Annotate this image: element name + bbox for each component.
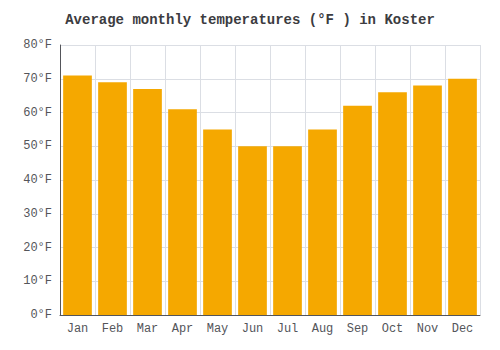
svg-text:70°F: 70°F	[23, 72, 52, 86]
svg-text:Jun: Jun	[242, 322, 264, 336]
svg-text:Jul: Jul	[277, 322, 299, 336]
svg-text:Dec: Dec	[452, 322, 474, 336]
svg-text:10°F: 10°F	[23, 274, 52, 288]
svg-text:50°F: 50°F	[23, 139, 52, 153]
svg-text:20°F: 20°F	[23, 241, 52, 255]
svg-text:40°F: 40°F	[23, 173, 52, 187]
svg-text:Apr: Apr	[172, 322, 194, 336]
svg-text:Aug: Aug	[312, 322, 334, 336]
svg-text:80°F: 80°F	[23, 38, 52, 52]
svg-text:30°F: 30°F	[23, 207, 52, 221]
svg-text:Jan: Jan	[67, 322, 89, 336]
svg-text:60°F: 60°F	[23, 106, 52, 120]
svg-text:Feb: Feb	[102, 322, 124, 336]
svg-text:Oct: Oct	[382, 322, 404, 336]
svg-text:May: May	[207, 322, 229, 336]
svg-text:0°F: 0°F	[30, 308, 52, 322]
svg-text:Average monthly temperatures (: Average monthly temperatures (°F ) in Ko…	[65, 12, 435, 28]
svg-text:Mar: Mar	[137, 322, 159, 336]
svg-text:Sep: Sep	[347, 322, 369, 336]
svg-text:Nov: Nov	[417, 322, 439, 336]
